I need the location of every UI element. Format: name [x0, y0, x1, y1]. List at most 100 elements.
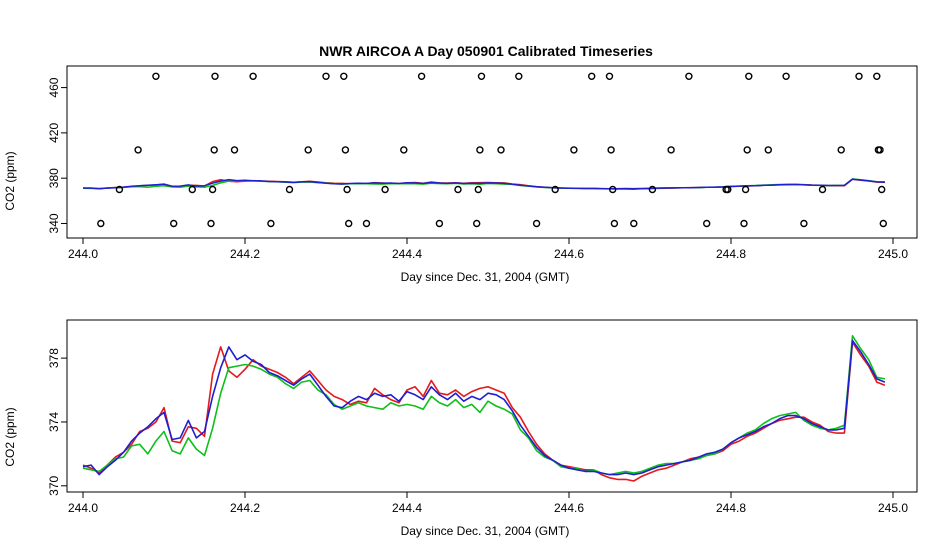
x-tick-label: 244.4 — [392, 501, 422, 515]
calibration-point — [648, 185, 657, 194]
calibration-point — [417, 72, 426, 81]
y-tick-label: 340 — [47, 213, 61, 233]
calibration-point — [800, 219, 808, 228]
calibration-point — [607, 146, 615, 154]
calibration-point — [381, 185, 389, 194]
calibration-point — [588, 72, 596, 81]
calibration-point — [745, 72, 753, 81]
calibration-point — [230, 146, 239, 154]
x-tick-label: 245.0 — [878, 501, 908, 515]
calibration-point — [211, 72, 219, 81]
top-plot-frame — [66, 65, 918, 239]
calibration-point — [285, 185, 294, 194]
top-x-axis: 244.0 244.2 244.4 244.6 244.8 245.0 — [68, 238, 908, 261]
calibration-point — [837, 146, 845, 154]
calibration-point — [879, 219, 887, 228]
calibration-point — [207, 219, 215, 228]
x-tick-label: 244.4 — [392, 247, 422, 261]
top-x-axis-label: Day since Dec. 31, 2004 (GMT) — [401, 270, 570, 284]
calibration-point — [210, 146, 218, 154]
calibration-point — [454, 185, 462, 194]
calibration-point — [341, 146, 350, 154]
calibration-point — [267, 219, 275, 228]
calibration-point — [605, 72, 614, 81]
calibration-point — [740, 219, 748, 228]
calibration-point — [115, 185, 124, 194]
calibration-point — [473, 219, 481, 228]
bottom-series-lines — [82, 334, 886, 482]
top-y-axis-label: CO2 (ppm) — [3, 151, 17, 210]
calibration-point — [818, 185, 827, 194]
x-tick-label: 244.8 — [716, 247, 746, 261]
y-tick-label: 374 — [47, 412, 61, 432]
calibration-point — [764, 146, 772, 154]
bottom-y-axis-label: CO2 (ppm) — [3, 407, 17, 466]
x-tick-label: 244.2 — [230, 247, 260, 261]
calibration-point — [249, 72, 257, 81]
x-tick-label: 244.6 — [554, 501, 584, 515]
calibration-point — [474, 185, 482, 194]
calibration-point — [685, 72, 693, 81]
calibration-point — [570, 146, 578, 154]
calibration-point — [703, 219, 711, 228]
series-red-line — [82, 341, 886, 482]
y-tick-label: 380 — [47, 168, 61, 188]
y-tick-label: 420 — [47, 123, 61, 143]
x-tick-label: 244.0 — [68, 247, 98, 261]
calibration-point — [477, 72, 486, 81]
calibration-point — [400, 146, 408, 154]
calibration-point — [343, 185, 351, 194]
x-tick-label: 245.0 — [878, 247, 908, 261]
bottom-y-axis: 370 374 378 — [47, 348, 67, 496]
calibration-point — [169, 219, 178, 228]
calibration-point — [724, 185, 732, 194]
calibration-point — [362, 219, 371, 228]
x-tick-label: 244.2 — [230, 501, 260, 515]
series-blue-line — [82, 339, 886, 476]
x-tick-label: 244.0 — [68, 501, 98, 515]
calibration-point — [855, 72, 863, 81]
x-tick-label: 244.8 — [716, 501, 746, 515]
calibration-point — [304, 146, 312, 154]
calibration-point — [878, 185, 886, 194]
y-tick-label: 460 — [47, 77, 61, 97]
calibration-point — [345, 219, 353, 228]
bottom-panel: 244.0 244.2 244.4 244.6 244.8 245.0 370 374 378… — [3, 319, 918, 538]
y-tick-label: 370 — [47, 475, 61, 495]
calibration-point — [551, 185, 559, 194]
calibration-point — [152, 72, 160, 81]
calibration-point — [188, 185, 197, 194]
calibration-point — [208, 185, 217, 194]
calibration-point — [782, 72, 790, 81]
calibration-points — [97, 72, 887, 228]
top-panel: NWR AIRCOA A Day 050901 Calibrated Times… — [3, 43, 918, 284]
calibration-point — [532, 219, 541, 228]
bottom-plot-frame — [66, 319, 918, 493]
calibration-point — [667, 146, 675, 154]
calibration-point — [743, 146, 751, 154]
y-tick-label: 378 — [47, 348, 61, 368]
calibration-point — [741, 185, 750, 194]
calibration-point — [876, 146, 884, 154]
calibration-point — [435, 219, 444, 228]
chart-title: NWR AIRCOA A Day 050901 Calibrated Times… — [319, 43, 653, 59]
calibration-point — [476, 146, 484, 154]
series-green-line — [82, 334, 886, 476]
top-series-lines — [82, 178, 885, 190]
top-y-axis: 340 380 420 460 — [47, 77, 67, 233]
bottom-x-axis: 244.0 244.2 244.4 244.6 244.8 245.0 — [68, 492, 908, 515]
x-tick-label: 244.6 — [554, 247, 584, 261]
calibration-point — [97, 219, 105, 228]
bottom-x-axis-label: Day since Dec. 31, 2004 (GMT) — [401, 524, 570, 538]
calibration-point — [497, 146, 505, 154]
calibration-point — [322, 72, 330, 81]
calibration-point — [609, 185, 617, 194]
calibration-point — [873, 72, 881, 81]
calibration-point — [630, 219, 638, 228]
top-series-blue — [82, 178, 885, 190]
calibration-point — [515, 72, 523, 81]
calibration-point — [134, 146, 142, 154]
calibration-point — [610, 219, 619, 228]
calibration-point — [340, 72, 348, 81]
